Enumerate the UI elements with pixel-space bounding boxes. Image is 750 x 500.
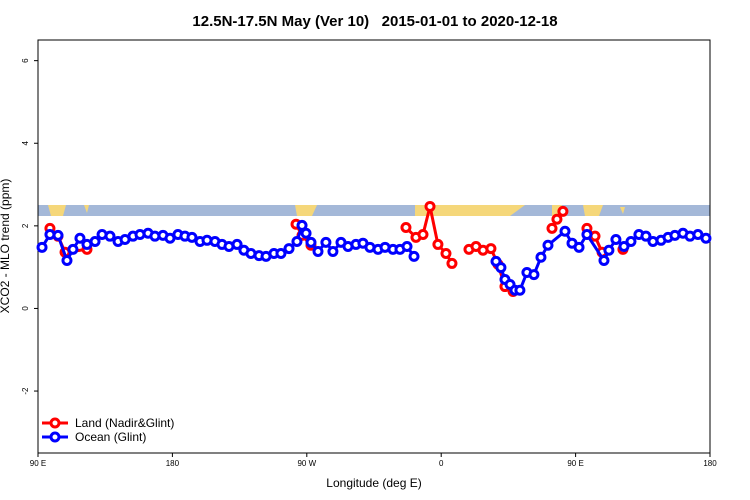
point [320,236,332,248]
point [618,241,630,252]
point [231,238,243,250]
point [432,238,444,250]
legend-marker [49,417,61,429]
x-tick-label: 180 [703,459,717,468]
point [700,232,712,244]
point [514,284,526,296]
point [581,229,593,241]
x-tick-label: 90 W [297,459,316,468]
y-axis-label: XCO2 - MLO trend (ppm) [0,179,12,314]
point [400,222,412,234]
y-tick-label: 4 [21,140,30,145]
chart-title: 12.5N-17.5N May (Ver 10) 2015-01-01 to 2… [192,13,557,30]
point [424,200,436,212]
point [89,236,101,248]
point [603,244,615,256]
y-tick-label: -2 [21,387,30,395]
point [52,229,64,241]
point [598,255,610,267]
x-tick-label: 180 [166,459,180,468]
point [36,241,48,253]
point [275,248,287,260]
point [542,239,554,251]
point [557,205,569,217]
map-strip [38,205,710,216]
point [401,241,413,252]
point [485,243,497,255]
point [559,225,571,237]
point [640,230,652,242]
x-tick-label: 90 E [567,459,583,468]
point [61,255,73,267]
point [610,233,622,245]
y-tick-label: 6 [21,58,30,63]
point [440,248,452,260]
point [67,243,79,255]
legend-label: Land (Nadir&Glint) [75,416,174,430]
point [551,213,563,225]
point [528,269,540,281]
point [546,222,558,234]
point [296,219,308,231]
x-tick-label: 90 E [30,459,46,468]
point [300,227,312,239]
point [495,262,507,274]
legend-label: Ocean (Glint) [75,430,146,444]
point [446,257,458,269]
point [573,241,585,253]
point [692,229,704,241]
point [74,232,86,244]
point [186,231,198,243]
point [625,236,637,248]
x-axis-label: Longitude (deg E) [326,476,421,490]
y-tick-label: 0 [21,306,30,311]
point [417,229,429,241]
point [535,251,547,263]
point [291,236,303,248]
point [104,230,116,242]
point [327,245,339,257]
point [408,250,420,262]
point [312,245,324,257]
x-tick-label: 0 [439,459,444,468]
point [305,236,317,248]
legend-marker [49,431,61,443]
y-tick-label: 2 [21,223,30,228]
point [283,243,295,255]
